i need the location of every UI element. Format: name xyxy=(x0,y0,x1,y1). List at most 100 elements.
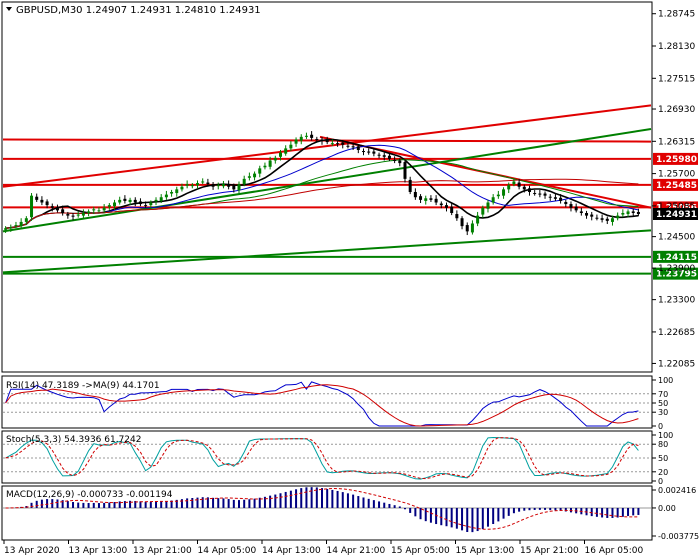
candle-body xyxy=(636,211,640,215)
candle-body xyxy=(159,197,163,201)
candle-body xyxy=(71,215,75,217)
candle-body xyxy=(180,186,184,190)
candle-body xyxy=(403,162,407,179)
candle-body xyxy=(564,201,568,205)
candle-body xyxy=(4,228,8,230)
candle-body xyxy=(310,134,314,138)
candle-body xyxy=(320,139,324,142)
candle-body xyxy=(444,205,448,208)
price-pane-frame xyxy=(1,1,653,373)
candle-body xyxy=(247,176,251,178)
candle-body xyxy=(621,212,625,215)
candle-body xyxy=(206,182,210,185)
macd-header: MACD(12,26,9) -0.000733 -0.001194 xyxy=(6,490,173,500)
collapse-arrow-icon[interactable] xyxy=(6,7,12,11)
candle-body xyxy=(569,204,573,208)
support-trendline-lower xyxy=(2,229,652,274)
candle-body xyxy=(387,155,391,159)
indicator-tick-label: 50 xyxy=(658,399,668,408)
candle-body xyxy=(50,206,54,208)
time-tick-label: 15 Apr 05:00 xyxy=(391,546,450,556)
horizontal-levels: 1.259801.254851.250561.241151.237951.249… xyxy=(3,152,698,280)
candle-body xyxy=(522,186,526,190)
candle-body xyxy=(299,136,303,141)
level-label: 1.25980 xyxy=(656,155,697,165)
candle-body xyxy=(289,144,293,149)
time-tick-label: 13 Apr 21:00 xyxy=(133,546,192,556)
candle-body xyxy=(196,183,200,186)
candle-body xyxy=(527,188,531,192)
candle-body xyxy=(496,194,500,197)
candle-body xyxy=(517,182,521,187)
current-price-label: 1.24931 xyxy=(656,210,697,220)
candle-body xyxy=(382,155,386,157)
candle-body xyxy=(450,206,454,213)
ma-slow-red-line xyxy=(5,178,639,229)
candle-body xyxy=(439,203,443,206)
level-label: 1.25485 xyxy=(656,181,697,191)
candle-body xyxy=(502,189,506,196)
stoch-header: Stoch(5,3,3) 54.3936 61.7242 xyxy=(6,435,141,445)
candle-body xyxy=(164,194,168,198)
candle-body xyxy=(393,159,397,161)
level-label-box xyxy=(653,178,698,191)
level-label-box xyxy=(653,152,698,165)
candle-body xyxy=(559,197,563,201)
candle-body xyxy=(19,221,23,227)
stoch-pane-frame xyxy=(1,430,653,484)
candle-body xyxy=(610,218,614,222)
candle-body xyxy=(330,143,334,145)
candle-body xyxy=(201,181,205,183)
candle-body xyxy=(232,185,236,190)
ma-mid-line xyxy=(5,144,639,229)
candle-body xyxy=(585,212,589,216)
candle-body xyxy=(35,196,39,200)
candle-body xyxy=(574,206,578,211)
indicator-tick-label: -0.003775 xyxy=(658,532,699,541)
candle-body xyxy=(113,202,117,207)
candle-body xyxy=(470,223,474,233)
candle-body xyxy=(149,202,153,206)
indicator-tick-label: 0.00 xyxy=(658,504,676,513)
candle-body xyxy=(133,199,137,203)
candle-body xyxy=(154,199,158,202)
indicator-tick-label: 30 xyxy=(658,408,668,417)
candle-body xyxy=(211,184,215,187)
candle-body xyxy=(170,191,174,194)
candle-body xyxy=(460,218,464,227)
candle-body xyxy=(595,217,599,219)
price-tick-label: 1.24500 xyxy=(658,233,695,243)
current-price-box xyxy=(653,207,698,220)
candle-body xyxy=(55,207,59,211)
candle-body xyxy=(429,198,433,200)
candle-body xyxy=(221,184,225,187)
price-tick-label: 1.28745 xyxy=(658,10,695,20)
level-label-box xyxy=(653,250,698,263)
candle-body xyxy=(553,197,557,199)
candle-body xyxy=(273,157,277,161)
candle-body xyxy=(14,225,18,227)
candle-body xyxy=(408,179,412,192)
candle-body xyxy=(605,218,609,221)
candle-body xyxy=(24,218,28,222)
support-trendline-upper xyxy=(2,127,652,233)
candles xyxy=(4,131,640,236)
indicator-tick-label: 80 xyxy=(658,440,668,449)
candle-body xyxy=(237,184,241,191)
candle-body xyxy=(175,189,179,194)
candle-body xyxy=(138,201,142,205)
time-tick-label: 14 Apr 21:00 xyxy=(327,546,386,556)
candle-body xyxy=(351,146,355,148)
candle-body xyxy=(128,199,132,202)
candle-body xyxy=(242,178,246,185)
candle-body xyxy=(87,211,91,213)
candle-body xyxy=(279,152,283,157)
time-tick-label: 13 Apr 13:00 xyxy=(69,546,128,556)
price-tick-label: 1.25700 xyxy=(658,170,695,180)
candle-body xyxy=(434,198,438,203)
price-axis: 1.28745 1.28130 1.27515 1.26930 1.26315 1.257… xyxy=(652,10,695,369)
candle-body xyxy=(548,196,552,198)
indicator-tick-label: 50 xyxy=(658,454,668,463)
